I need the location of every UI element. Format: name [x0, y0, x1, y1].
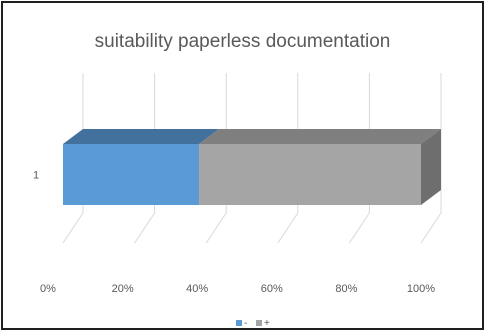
bar-top--	[63, 129, 220, 144]
gridline-floor	[277, 212, 299, 244]
legend-label-+: +	[264, 318, 270, 328]
chart-plot: 1 0% 20% 40% 60% 80% 100% - +	[33, 73, 442, 328]
gridline-floor	[134, 212, 156, 244]
category-label: 1	[33, 170, 39, 182]
legend-swatch-+	[256, 320, 262, 326]
legend-label--: -	[244, 318, 247, 328]
gridline-floor	[420, 212, 442, 244]
bar-top-+	[199, 129, 441, 144]
gridline-floor	[62, 212, 84, 244]
bar-segment-+	[199, 144, 421, 205]
gridline-floor	[205, 212, 227, 244]
chart-title: suitability paperless documentation	[94, 31, 391, 52]
x-tick-label: 60%	[261, 283, 283, 295]
x-tick-label: 80%	[335, 283, 357, 295]
legend-swatch--	[236, 320, 242, 326]
x-tick-label: 20%	[112, 283, 134, 295]
gridline-floor	[348, 212, 370, 244]
bar-segment--	[63, 144, 200, 205]
x-tick-label: 100%	[407, 283, 435, 295]
bar-side	[421, 129, 441, 205]
x-tick-label: 0%	[40, 283, 56, 295]
x-tick-label: 40%	[186, 283, 208, 295]
